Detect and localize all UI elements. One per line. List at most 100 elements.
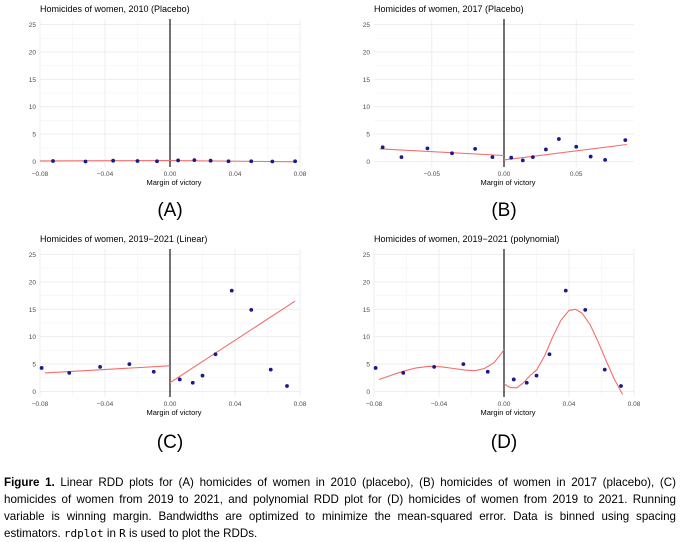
x-tick-label: 0.04 [229, 171, 242, 178]
y-tick-label: 15 [363, 307, 371, 314]
y-tick-label: 5 [366, 132, 370, 139]
x-tick-label: 0.04 [229, 401, 242, 408]
data-point [603, 368, 607, 372]
chart-panel-b: Homicides of women, 2017 (Placebo) 0 5 10 15… [338, 2, 668, 228]
chart-b: Homicides of women, 2017 (Placebo) 0 5 10 15… [338, 2, 668, 202]
data-point [486, 370, 490, 374]
data-point [400, 155, 404, 159]
data-point [192, 158, 196, 162]
chart-d: Homicides of women, 2019−2021 (polynomia… [338, 232, 668, 432]
data-point [491, 155, 495, 159]
y-tick-label: 10 [29, 104, 37, 111]
data-point [401, 371, 405, 375]
data-point [191, 381, 195, 385]
data-point [230, 289, 234, 293]
y-tick-label: 5 [32, 132, 36, 139]
y-tick-label: 25 [363, 252, 371, 259]
x-tick-label: −0.08 [32, 401, 49, 408]
x-tick-label: −0.04 [97, 401, 114, 408]
y-tick-label: 0 [366, 389, 370, 396]
data-point [603, 158, 607, 162]
y-tick-label: 15 [363, 77, 371, 84]
data-point [473, 147, 477, 151]
data-point [155, 159, 159, 163]
data-point [521, 159, 525, 163]
fit-line-right [170, 301, 295, 383]
caption-code-r: R [119, 527, 126, 540]
data-point [152, 370, 156, 374]
chart-title: Homicides of women, 2019−2021 (polynomia… [374, 234, 559, 244]
data-point [127, 362, 131, 366]
caption-end: is used to plot the RDDs. [126, 527, 257, 540]
x-tick-label: 0.00 [498, 401, 511, 408]
x-tick-label: −0.08 [32, 171, 49, 178]
fit-line-left [45, 366, 170, 373]
y-tick-label: 10 [363, 104, 371, 111]
data-point [111, 159, 115, 163]
data-point [509, 156, 513, 160]
caption-middle: in [104, 527, 119, 540]
data-point [374, 366, 378, 370]
data-point [178, 378, 182, 382]
chart-c: Homicides of women, 2019−2021 (Linear)05… [4, 232, 334, 432]
data-point [227, 159, 231, 163]
x-tick-label: −0.04 [431, 401, 448, 408]
x-tick-label: 0.04 [563, 401, 576, 408]
fit-line-right [504, 309, 623, 394]
data-point [67, 371, 71, 375]
data-point [40, 366, 44, 370]
chart-a: Homicides of women, 2010 (Placebo)051015… [4, 2, 334, 202]
chart-panel-d: Homicides of women, 2019−2021 (polynomia… [338, 232, 668, 458]
y-tick-label: 20 [29, 279, 37, 286]
y-tick-label: 0 [32, 389, 36, 396]
data-point [209, 159, 213, 163]
x-tick-label: −0.05 [424, 171, 441, 178]
x-tick-label: 0.00 [164, 171, 177, 178]
panel-label-c: (C) [140, 432, 200, 454]
data-point [531, 155, 535, 159]
data-point [249, 308, 253, 312]
x-tick-label: 0.08 [294, 401, 307, 408]
panel-label-b: (B) [474, 200, 534, 222]
data-point [293, 159, 297, 163]
data-point [432, 365, 436, 369]
y-tick-label: 20 [363, 279, 371, 286]
y-tick-label: 0 [366, 159, 370, 166]
data-point [381, 145, 385, 149]
data-point [136, 159, 140, 163]
y-tick-label: 5 [366, 362, 370, 369]
y-tick-label: 20 [363, 49, 371, 56]
data-point [51, 159, 55, 163]
panel-label-a: (A) [140, 200, 200, 222]
panel-label-d: (D) [474, 432, 534, 454]
y-tick-label: 10 [363, 334, 371, 341]
caption-label: Figure 1. [4, 476, 55, 489]
x-axis-label: Margin of victory [480, 408, 535, 417]
data-point [201, 374, 205, 378]
y-tick-label: 25 [29, 22, 37, 29]
x-tick-label: 0.00 [498, 171, 511, 178]
data-point [544, 148, 548, 152]
x-tick-label: 0.05 [570, 171, 583, 178]
data-point [461, 362, 465, 366]
data-point [84, 160, 88, 164]
data-point [535, 374, 539, 378]
data-point [214, 352, 218, 356]
y-tick-label: 15 [29, 307, 37, 314]
data-point [98, 365, 102, 369]
data-point [574, 145, 578, 149]
chart-title: Homicides of women, 2010 (Placebo) [40, 4, 190, 14]
data-point [270, 160, 274, 164]
data-point [583, 308, 587, 312]
data-point [176, 159, 180, 163]
data-point [623, 138, 627, 142]
x-axis-label: Margin of victory [480, 178, 535, 187]
fit-line-right [504, 145, 627, 160]
data-point [450, 151, 454, 155]
y-tick-label: 10 [29, 334, 37, 341]
fit-line-left [380, 149, 504, 156]
data-point [548, 352, 552, 356]
x-tick-label: 0.08 [294, 171, 307, 178]
chart-title: Homicides of women, 2017 (Placebo) [374, 4, 524, 14]
x-axis-label: Margin of victory [146, 408, 201, 417]
